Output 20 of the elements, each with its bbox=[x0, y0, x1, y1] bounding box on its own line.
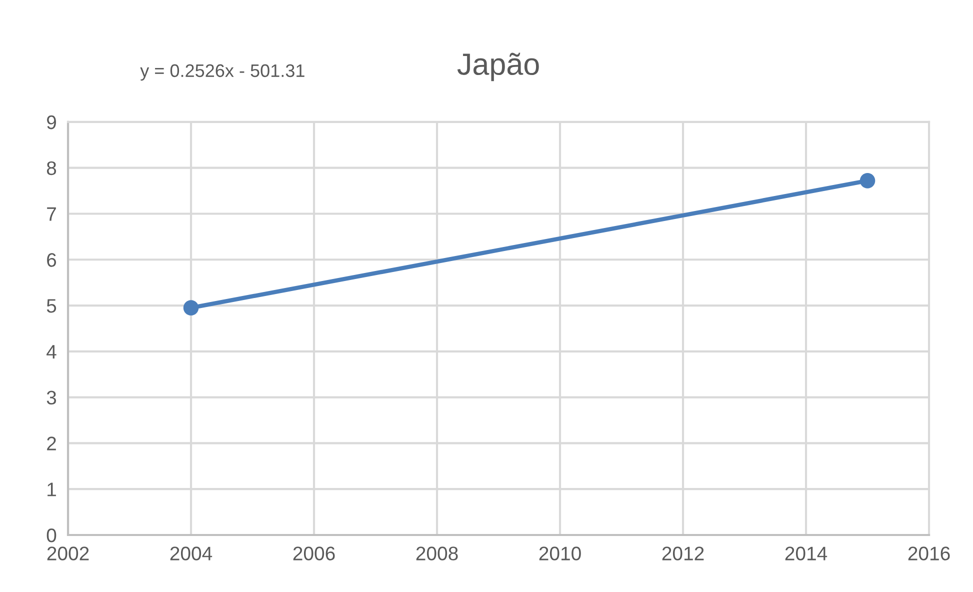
x-tick-label: 2006 bbox=[293, 546, 335, 560]
chart-title: Japão bbox=[457, 52, 539, 82]
y-tick-label: 1 bbox=[48, 482, 56, 496]
y-tick-label: 3 bbox=[46, 390, 56, 405]
y-tick-label: 9 bbox=[47, 115, 56, 130]
x-tick-label: 2010 bbox=[539, 546, 581, 560]
text: y = 0.2526x - 501.31 bbox=[140, 64, 304, 81]
y-tick-label: 7 bbox=[47, 207, 56, 221]
y-tick-label: 5 bbox=[46, 299, 56, 313]
y-tick-label: 6 bbox=[47, 253, 56, 267]
x-tick-label: 2002 bbox=[47, 546, 89, 560]
x-tick-label: 2008 bbox=[416, 546, 458, 560]
y-tick-label: 8 bbox=[46, 161, 56, 176]
y-tick-label: 0 bbox=[46, 528, 56, 542]
x-tick-label: 2004 bbox=[170, 546, 212, 560]
x-tick-label: 2012 bbox=[662, 546, 704, 560]
y-tick-label: 4 bbox=[46, 345, 56, 358]
y-tick-label: 2 bbox=[47, 436, 56, 450]
x-tick-label: 2014 bbox=[785, 546, 828, 560]
x-tick-label: 2016 bbox=[908, 546, 950, 560]
